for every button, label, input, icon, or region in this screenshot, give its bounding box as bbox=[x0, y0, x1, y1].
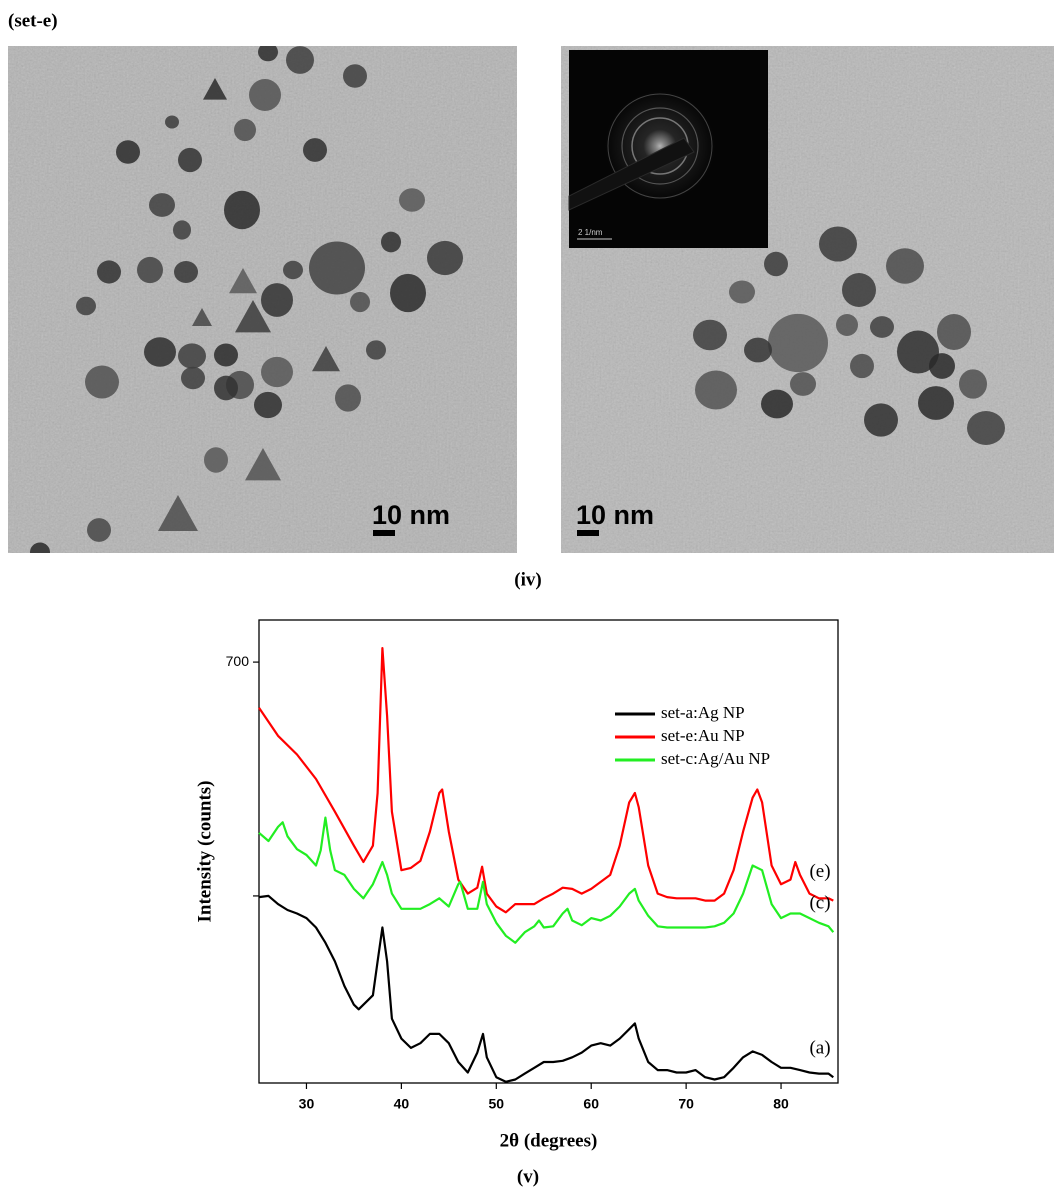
particle bbox=[870, 316, 894, 338]
scale-bar bbox=[577, 530, 599, 536]
particle bbox=[819, 226, 857, 261]
y-axis-label: Intensity (counts) bbox=[194, 781, 215, 923]
x-tick-label: 70 bbox=[678, 1096, 694, 1112]
page: (set-e) 10 nm 2 1/nm 10 nm (iv) 30 40 50 60… bbox=[0, 0, 1056, 1196]
x-axis-label: 2θ (degrees) bbox=[500, 1130, 598, 1151]
scale-label: 10 nm bbox=[372, 500, 450, 530]
particle bbox=[366, 340, 386, 359]
particle bbox=[929, 353, 955, 379]
particle bbox=[335, 384, 361, 411]
particle bbox=[764, 252, 788, 276]
particle bbox=[790, 372, 816, 396]
data-line bbox=[259, 818, 833, 943]
particle bbox=[261, 357, 293, 387]
particle bbox=[836, 314, 858, 336]
inset-scale-label: 2 1/nm bbox=[578, 228, 603, 237]
particle bbox=[303, 138, 327, 162]
x-tick-label: 30 bbox=[299, 1096, 315, 1112]
particle bbox=[178, 343, 206, 368]
particle bbox=[224, 191, 260, 229]
particle bbox=[937, 314, 971, 350]
figure: (set-e) 10 nm 2 1/nm 10 nm (iv) 30 40 50 60… bbox=[0, 0, 1056, 1196]
particle bbox=[149, 193, 175, 217]
particle bbox=[30, 543, 50, 562]
particle bbox=[204, 447, 228, 473]
x-tick-label: 60 bbox=[583, 1096, 599, 1112]
particle bbox=[249, 79, 281, 111]
particle bbox=[174, 261, 198, 283]
particle bbox=[116, 140, 140, 164]
series-annotation: (c) bbox=[809, 893, 830, 914]
particle bbox=[343, 64, 367, 88]
particle bbox=[214, 376, 238, 401]
caption: (iv) bbox=[514, 569, 541, 590]
x-tick-label: 40 bbox=[394, 1096, 410, 1112]
particle bbox=[144, 337, 176, 367]
caption: (v) bbox=[517, 1166, 539, 1187]
particle bbox=[76, 297, 96, 316]
legend-label: set-e:Au NP bbox=[661, 726, 745, 745]
particle bbox=[864, 403, 898, 436]
panel-label: (set-e) bbox=[8, 10, 58, 31]
data-line bbox=[259, 896, 833, 1082]
particle bbox=[173, 220, 191, 239]
plot-frame bbox=[259, 620, 838, 1083]
y-tick-label: 700 bbox=[226, 653, 250, 669]
particle bbox=[729, 281, 755, 304]
x-tick-label: 50 bbox=[489, 1096, 505, 1112]
particle bbox=[918, 386, 954, 420]
particle bbox=[768, 314, 828, 372]
particle bbox=[309, 242, 365, 295]
particle bbox=[258, 43, 278, 62]
particle bbox=[427, 241, 463, 275]
tem-image-left bbox=[8, 43, 517, 562]
particle bbox=[85, 366, 119, 399]
diffraction-inset: 2 1/nm bbox=[569, 50, 768, 248]
particle bbox=[87, 518, 111, 542]
particle bbox=[350, 292, 370, 312]
particle bbox=[842, 273, 876, 307]
particle bbox=[967, 411, 1005, 445]
series-annotation: (a) bbox=[809, 1038, 830, 1059]
particle bbox=[381, 232, 401, 253]
xrd-chart: 30 40 50 60 70 80 700 2θ (degrees) Intensity (co… bbox=[194, 620, 838, 1151]
particle bbox=[181, 367, 205, 389]
particle bbox=[399, 188, 425, 212]
x-tick-label: 80 bbox=[773, 1096, 789, 1112]
particle bbox=[761, 390, 793, 419]
legend-label: set-c:Ag/Au NP bbox=[661, 749, 770, 768]
particle bbox=[850, 354, 874, 378]
legend-label: set-a:Ag NP bbox=[661, 703, 745, 722]
series-annotation: (e) bbox=[809, 861, 830, 882]
particle bbox=[286, 46, 314, 74]
particle bbox=[695, 371, 737, 410]
scale-bar bbox=[373, 530, 395, 536]
particle bbox=[693, 320, 727, 351]
particle bbox=[137, 257, 163, 283]
particle bbox=[234, 119, 256, 141]
particle bbox=[214, 343, 238, 366]
particle bbox=[390, 274, 426, 312]
particle bbox=[254, 392, 282, 418]
particle bbox=[178, 148, 202, 172]
particle bbox=[886, 248, 924, 283]
data-line bbox=[259, 648, 833, 912]
scale-label: 10 nm bbox=[576, 500, 654, 530]
particle bbox=[744, 338, 772, 363]
particle bbox=[97, 260, 121, 283]
particle bbox=[283, 261, 303, 280]
particle bbox=[165, 115, 179, 128]
particle bbox=[261, 283, 293, 317]
particle bbox=[959, 369, 987, 398]
